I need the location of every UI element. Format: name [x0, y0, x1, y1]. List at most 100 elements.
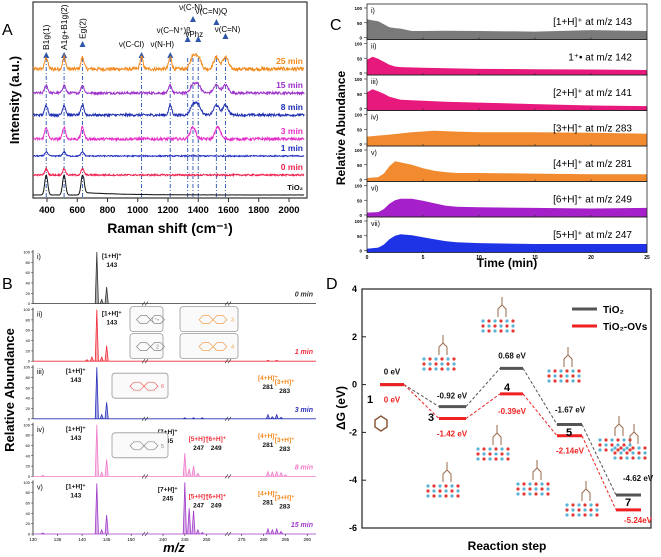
panel-d-slab-atom: [534, 492, 538, 496]
panel-d-slab-atom: [426, 484, 430, 488]
panel-d-slab-atom: [438, 489, 442, 493]
panel-d-energy-label: 0.68 eV: [498, 351, 526, 360]
panel-d-slab-atom: [565, 508, 569, 512]
panel-b-peak-mz: 281: [263, 442, 274, 449]
panel-c-roman: i): [371, 8, 375, 15]
panel-b-peak: [104, 345, 109, 362]
panel-b-structure-box: [179, 306, 239, 333]
panel-c-ytick-label: 50: [357, 21, 363, 26]
panel-d-slab-atom: [643, 446, 647, 450]
panel-d-slab-atom: [422, 357, 426, 361]
panel-b-time-label: 0 min: [295, 292, 313, 299]
panel-c-ytick-label: 100: [354, 6, 362, 11]
panel-b-axis-break: [224, 416, 232, 421]
panel-b-peak: [270, 471, 275, 477]
panel-d-slab-atom: [547, 374, 551, 378]
panel-b-time-label: 3 min: [295, 407, 313, 414]
panel-b-peak: [89, 355, 94, 362]
panel-d-slab-atom: [625, 456, 629, 460]
panel-b-ytick-label: 80: [26, 375, 31, 380]
panel-c-series-label: [5+H]⁺ at m/z 247: [553, 230, 632, 241]
panel-b-structure-box: [129, 306, 164, 333]
panel-d-slab-atom: [595, 508, 599, 512]
panel-d-slab-atom: [434, 357, 438, 361]
panel-b-peak-mz: 247: [193, 445, 204, 452]
panel-a-marker-triangle: [189, 16, 196, 22]
panel-d-slab-atom: [487, 324, 491, 328]
panel-d-slab-atom: [444, 494, 448, 498]
panel-d-energy-profile: D 4 2 0 -2 -4 -6 0 eV -0.92 eV 0.68 eV -1.67 eV -4…: [326, 276, 654, 553]
panel-b-xtick-label: 245: [181, 537, 189, 542]
panel-d-molecule: [614, 416, 624, 436]
panel-a-xtick-label: 800: [100, 205, 116, 216]
panel-d-slab-atom: [577, 503, 581, 507]
panel-b-peak-label: [3+H]⁺: [275, 494, 295, 501]
panel-b-ytick-label: 80: [26, 260, 31, 265]
panel-a-xtick-label: 400: [39, 205, 55, 216]
panel-d-slab-atom: [422, 367, 426, 371]
panel-c-ytick-label: 0: [359, 107, 362, 112]
panel-d-slab-atom: [440, 362, 444, 366]
panel-b-peak-label: [5+H]⁺: [189, 493, 209, 500]
panel-d-slab-atom: [598, 448, 602, 452]
panel-d-energy-label: -5.24eV: [624, 516, 653, 525]
panel-d-slab-atom: [481, 324, 485, 328]
panel-c-roman: iii): [371, 79, 378, 86]
panel-d-slab-atom: [422, 362, 426, 366]
panel-d-slab-atom: [610, 448, 614, 452]
panel-b-peak: [274, 413, 279, 419]
panel-d-series: 0 eV -0.92 eV 0.68 eV -1.67 eV -4.62 eV: [380, 351, 654, 497]
panel-d-step-number: 3: [428, 412, 434, 424]
panel-b-peak: [191, 510, 196, 535]
panel-a-marker-triangle: [138, 52, 145, 58]
panel-b-ytick-label: 80: [26, 317, 31, 322]
panel-d-energy-label: 0 eV: [384, 368, 401, 377]
panel-d-slab-atom: [488, 457, 492, 461]
panel-c-series-label: [3+H]⁺ at m/z 283: [553, 124, 632, 135]
panel-d-slab-atom: [487, 329, 491, 333]
panel-c-subplot: 0 50 100 ii) 1⁺• at m/z 142: [354, 39, 648, 76]
panel-d-slab-atom: [493, 324, 497, 328]
panel-b-ytick-label: 60: [26, 328, 31, 333]
panel-c-xtick-label: 10: [476, 255, 482, 261]
panel-b-ytick-label: 40: [26, 396, 31, 401]
panel-d-slab-atom: [444, 489, 448, 493]
panel-b-ytick-label: 20: [26, 291, 31, 296]
panel-c-subplot: 0 50 100 iii) [2+H]⁺ at m/z 141: [354, 74, 648, 112]
panel-a-marker-label: ν(C=N)Q: [196, 7, 228, 16]
panel-b-xtick-label: 250: [203, 537, 211, 542]
panel-b-ytick-label: 60: [26, 443, 31, 448]
panel-a-marker-triangle: [213, 19, 220, 25]
panel-b-structure-icon: [136, 342, 165, 351]
panel-b-peak-label: [4+H]⁺: [258, 490, 278, 497]
panel-d-slab-atom: [610, 438, 614, 442]
panel-b-peak-label: [1+H]⁺: [66, 426, 86, 433]
panel-d-slab-atom: [450, 494, 454, 498]
panel-b-peak: [85, 359, 89, 362]
panel-d-molecule: [492, 425, 502, 445]
panel-d-slab-atom: [546, 487, 550, 491]
panel-b-xtick-label: 130: [29, 537, 37, 542]
panel-b-peak: [265, 413, 270, 419]
panel-d-slab-atom: [565, 369, 569, 373]
panel-c-ytick-label: 100: [354, 148, 362, 153]
panel-d-slab-atom: [540, 492, 544, 496]
panel-b-ytick-label: 40: [26, 280, 31, 285]
panel-d-connector: [581, 424, 617, 496]
panel-c-area: [367, 19, 647, 40]
panel-b-peak: [99, 528, 104, 535]
panel-c-xtick-label: 20: [588, 255, 594, 261]
panel-d-slab-atom: [516, 492, 520, 496]
panel-b-axis-break: [141, 416, 149, 421]
panel-d-slab-atom: [488, 447, 492, 451]
panel-b-peak-mz: 143: [106, 262, 117, 269]
panel-d-slab-atom: [505, 324, 509, 328]
panel-b-xtick-label: 150: [127, 537, 135, 542]
panel-c-ytick-label: 50: [357, 198, 363, 203]
panel-c-ytick-label: 100: [354, 219, 362, 224]
panel-d-connector: [403, 384, 440, 419]
panel-d-slab-atom: [452, 367, 456, 371]
panel-a-label: A: [2, 22, 13, 39]
panel-c-ytick-label: 50: [357, 163, 363, 168]
